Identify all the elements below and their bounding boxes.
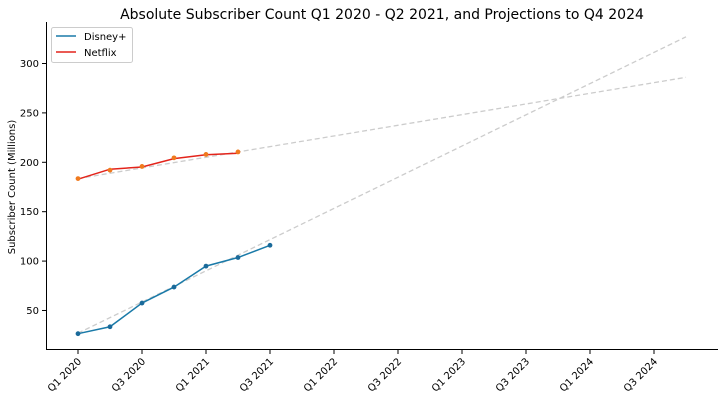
data-point-netflix <box>107 167 113 173</box>
legend-label-netflix: Netflix <box>84 48 117 59</box>
x-tick-label: Q1 2022 <box>302 356 340 394</box>
x-tick-label: Q3 2023 <box>494 356 532 394</box>
y-tick-label: 100 <box>20 257 39 268</box>
x-tick-label: Q3 2021 <box>238 356 276 394</box>
axes <box>46 22 718 350</box>
data-point-netflix <box>75 176 81 181</box>
data-point-disney <box>139 300 145 306</box>
projection-line <box>77 76 687 180</box>
x-tick-label: Q1 2020 <box>46 356 84 394</box>
data-point-disney <box>267 242 273 248</box>
y-tick-label: 250 <box>20 108 39 119</box>
series-lines <box>77 152 271 335</box>
data-point-disney <box>75 331 81 337</box>
series-line-disney <box>77 244 271 335</box>
data-point-netflix <box>171 155 177 161</box>
y-tick-label: 200 <box>20 158 39 169</box>
data-point-disney <box>203 263 209 269</box>
data-point-disney <box>107 324 113 330</box>
series-line-netflix <box>77 152 239 180</box>
x-tick-label: Q1 2024 <box>558 356 596 394</box>
x-tick-label: Q3 2020 <box>110 356 148 394</box>
data-point-disney <box>235 255 241 260</box>
data-point-netflix <box>203 151 209 157</box>
x-tick-label: Q1 2023 <box>430 356 468 394</box>
data-point-netflix <box>235 149 241 155</box>
y-ticks: 50 100 150 200 250 300 <box>20 59 46 317</box>
x-tick-label: Q1 2021 <box>174 356 212 394</box>
data-point-netflix <box>139 164 145 169</box>
legend: Disney+ Netflix <box>51 27 133 63</box>
x-tick-label: Q3 2022 <box>366 356 404 394</box>
x-ticks: Q1 2020 Q3 2020 Q1 2021 Q3 2021 Q1 2022 Q3 20… <box>46 350 660 394</box>
series-markers <box>75 149 273 337</box>
y-tick-label: 50 <box>26 306 39 317</box>
y-tick-label: 300 <box>20 59 39 70</box>
x-tick-label: Q3 2024 <box>622 356 660 394</box>
data-point-disney <box>171 284 177 290</box>
legend-label-disney: Disney+ <box>84 32 126 43</box>
chart-title: Absolute Subscriber Count Q1 2020 - Q2 2… <box>120 7 644 23</box>
y-axis-label: Subscriber Count (Millions) <box>7 120 18 255</box>
y-tick-label: 150 <box>20 207 39 218</box>
